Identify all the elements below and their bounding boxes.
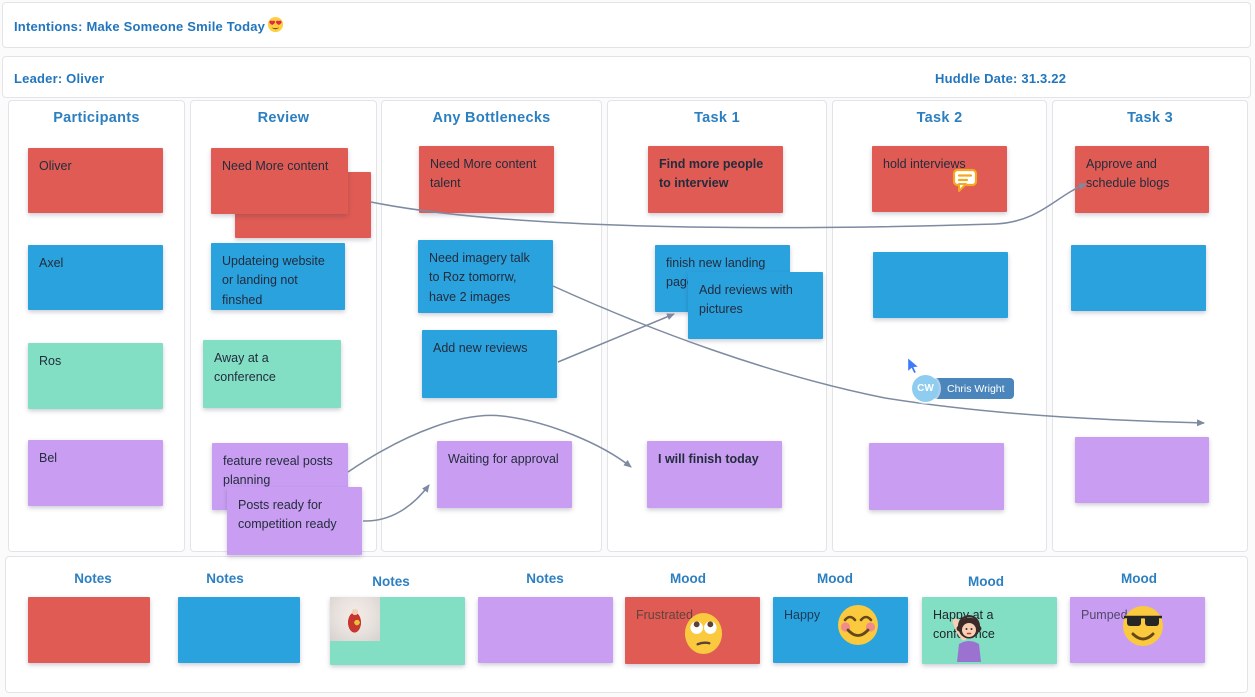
sticky-participant-oliver[interactable]: Oliver — [28, 148, 163, 213]
eye-roll-emoji-icon — [683, 612, 724, 661]
remote-cursor-icon — [907, 357, 920, 375]
sticky-task2-empty-blue[interactable] — [873, 252, 1008, 318]
presence-avatar: CW — [912, 375, 939, 402]
woman-raising-hand-emoji-icon — [948, 614, 986, 667]
section-title-notes-2[interactable]: Notes — [206, 571, 244, 586]
huddle-date-text[interactable]: Huddle Date: 31.3.22 — [935, 71, 1066, 86]
sticky-mood-conference[interactable]: Happy at a conference — [922, 597, 1057, 664]
blush-smile-emoji-icon — [836, 603, 880, 652]
leader-label: Leader: Oliver — [14, 71, 105, 86]
column-title-participants[interactable]: Participants — [53, 110, 140, 126]
column-title-task3[interactable]: Task 3 — [1127, 110, 1173, 126]
sticky-review-updating-website[interactable]: Updateing website or landing not finshed — [211, 243, 345, 310]
column-title-task1[interactable]: Task 1 — [694, 110, 740, 126]
sticky-bottleneck-imagery[interactable]: Need imagery talk to Roz tomorrw, have 2… — [418, 240, 553, 313]
leader-text[interactable]: Leader: Oliver — [14, 71, 104, 86]
sticky-task1-find-people[interactable]: Find more people to interview — [648, 146, 783, 213]
sticky-bottleneck-content-talent[interactable]: Need More content talent — [419, 146, 554, 213]
sticky-task3-empty-blue[interactable] — [1071, 245, 1206, 311]
intentions-bar — [2, 2, 1251, 48]
sticky-review-away-conference[interactable]: Away at a conference — [203, 340, 341, 408]
presence-name-label: Chris Wright — [947, 382, 1005, 395]
section-title-mood-3[interactable]: Mood — [968, 574, 1004, 589]
section-title-mood-1[interactable]: Mood — [670, 571, 706, 586]
sticky-notes-red[interactable] — [28, 597, 150, 663]
sunglasses-emoji-icon — [1120, 604, 1166, 653]
comment-bubble-icon[interactable] — [950, 166, 980, 201]
sticky-review-posts-ready[interactable]: Posts ready for competition ready — [227, 487, 362, 555]
sticky-bottleneck-waiting-approval[interactable]: Waiting for approval — [437, 441, 572, 508]
sticky-notes-purple[interactable] — [478, 597, 613, 663]
presence-initials-label: CW — [917, 383, 934, 394]
sticky-task3-empty-purple[interactable] — [1075, 437, 1209, 503]
section-title-mood-2[interactable]: Mood — [817, 571, 853, 586]
section-title-notes-1[interactable]: Notes — [74, 571, 112, 586]
intentions-label: Intentions: Make Someone Smile Today — [14, 18, 266, 34]
sticky-task1-add-reviews-pictures[interactable]: Add reviews with pictures — [688, 272, 823, 339]
column-title-task2[interactable]: Task 2 — [916, 110, 963, 126]
sticky-task2-empty-purple[interactable] — [869, 443, 1004, 510]
sticky-participant-axel[interactable]: Axel — [28, 245, 163, 310]
sticky-notes-blue[interactable] — [178, 597, 300, 663]
presence-chris-wright: Chris Wright CW — [905, 357, 1015, 402]
heart-eyes-emoji-icon — [267, 16, 284, 36]
sticky-participant-ros[interactable]: Ros — [28, 343, 163, 409]
section-title-mood-4[interactable]: Mood — [1121, 571, 1157, 586]
column-title-review[interactable]: Review — [257, 110, 310, 126]
sticky-bottleneck-add-reviews[interactable]: Add new reviews — [422, 330, 557, 398]
sticky-participant-bel[interactable]: Bel — [28, 440, 163, 506]
note-image-thumbnail — [330, 597, 380, 641]
huddle-date-label: Huddle Date: 31.3.22 — [935, 71, 1067, 86]
presence-name-pill: Chris Wright — [933, 378, 1014, 399]
sticky-task3-approve-blogs[interactable]: Approve and schedule blogs — [1075, 146, 1209, 213]
section-title-notes-3[interactable]: Notes — [372, 574, 410, 589]
leader-bar — [2, 56, 1251, 98]
sticky-review-need-more-content[interactable]: Need More content — [211, 148, 348, 214]
intentions-text[interactable]: Intentions: Make Someone Smile Today — [14, 16, 284, 36]
sticky-task1-finish-today[interactable]: I will finish today — [647, 441, 782, 508]
sticky-task2-hold-interviews[interactable]: hold interviews — [872, 146, 1007, 212]
column-title-bottlenecks[interactable]: Any Bottlenecks — [432, 110, 551, 126]
section-title-notes-4[interactable]: Notes — [526, 571, 564, 586]
